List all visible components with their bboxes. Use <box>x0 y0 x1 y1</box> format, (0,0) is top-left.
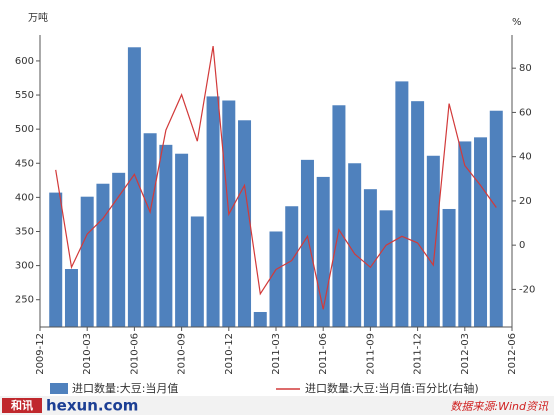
bar <box>80 196 94 327</box>
logo: hexun.com <box>46 397 138 415</box>
source: 数据来源:Wind资讯 <box>450 400 549 413</box>
x-tick-label: 2011-12 <box>413 333 424 375</box>
bar <box>64 269 78 327</box>
bar <box>175 153 189 327</box>
bar <box>112 172 126 327</box>
bar <box>474 137 488 327</box>
legend-label: 进口数量:大豆:当月值:百分比(右轴) <box>305 381 479 395</box>
bar <box>127 47 141 328</box>
y-tick-label: 450 <box>15 158 34 169</box>
bar <box>238 120 252 328</box>
footer-band <box>0 396 554 415</box>
y-tick-label: 500 <box>15 124 34 135</box>
x-tick-label: 2011-06 <box>318 333 329 375</box>
y-tick-label: 600 <box>15 56 34 67</box>
bar <box>411 101 425 327</box>
y2-tick-label: 80 <box>519 63 532 74</box>
bar <box>300 159 314 327</box>
y2-tick-label: 40 <box>519 152 532 163</box>
bar <box>269 231 283 327</box>
y2-tick-label: 0 <box>519 240 525 251</box>
bar <box>316 176 330 327</box>
line <box>55 46 497 310</box>
legend-swatch <box>50 383 68 394</box>
bar <box>285 206 299 327</box>
bar <box>190 216 204 327</box>
bar <box>159 144 173 327</box>
y-tick-label: 350 <box>15 226 34 237</box>
x-tick-label: 2012-06 <box>507 333 518 375</box>
bar <box>49 192 63 327</box>
bar <box>379 210 393 327</box>
y-tick-label: 300 <box>15 261 34 272</box>
x-tick-label: 2009-12 <box>35 333 46 375</box>
bar <box>442 208 456 327</box>
y2-tick-label: 20 <box>519 196 532 207</box>
bar <box>426 155 440 327</box>
x-tick-label: 2011-09 <box>365 333 376 375</box>
x-tick-label: 2010-06 <box>129 333 140 375</box>
y-tick-label: 550 <box>15 90 34 101</box>
x-tick-label: 2010-03 <box>82 333 93 375</box>
y-unit: 万吨 <box>28 11 48 24</box>
bar <box>458 141 472 327</box>
y-tick-label: 250 <box>15 295 34 306</box>
bar <box>348 163 362 327</box>
bar <box>395 81 409 328</box>
legend-label: 进口数量:大豆:当月值 <box>72 381 178 395</box>
bar <box>363 189 377 327</box>
y2-unit: % <box>512 17 522 28</box>
bar <box>332 105 346 327</box>
x-tick-label: 2010-12 <box>224 333 235 375</box>
bar <box>143 133 157 327</box>
x-tick-label: 2012-03 <box>460 333 471 375</box>
y-tick-label: 400 <box>15 192 34 203</box>
x-tick-label: 2010-09 <box>177 333 188 375</box>
logo-cn: 和讯 <box>11 398 33 412</box>
bar <box>489 110 503 327</box>
bar <box>253 311 267 327</box>
y2-tick-label: 60 <box>519 107 532 118</box>
logo-box <box>2 398 42 413</box>
y2-tick-label: -20 <box>519 284 535 295</box>
x-tick-label: 2011-03 <box>271 333 282 375</box>
bar <box>206 96 220 327</box>
bar <box>96 183 110 327</box>
